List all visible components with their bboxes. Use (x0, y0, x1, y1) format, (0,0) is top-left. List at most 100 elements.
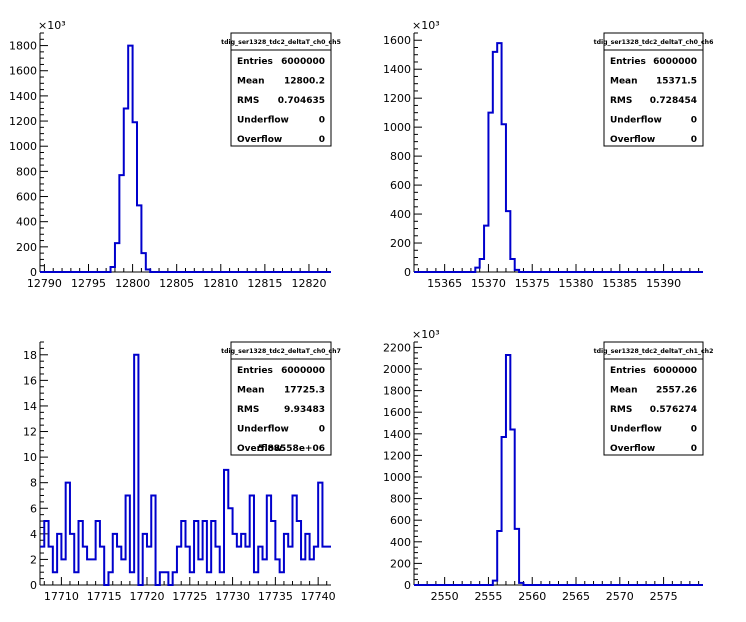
stats-label-2-4: Overflow (237, 444, 282, 454)
stats-value-1-4: 0 (691, 135, 697, 145)
stats-box-2 (230, 341, 332, 456)
x-tick-label-2-2: 17720 (129, 590, 164, 603)
stats-value-0-3: 0 (319, 116, 325, 126)
stats-label-2-2: RMS (237, 405, 259, 415)
histogram-bin-2-3 (53, 572, 57, 585)
stats-value-3-0: 6000000 (653, 366, 697, 376)
stats-value-0-4: 0 (319, 135, 325, 145)
histogram-bin-2-50 (254, 572, 258, 585)
stats-value-0-0: 6000000 (281, 57, 325, 67)
y-tick-label-2-5: 10 (23, 451, 37, 464)
histogram-bin-2-58 (288, 547, 292, 585)
y-tick-label-2-0: 0 (30, 579, 37, 592)
x-tick-label-1-3: 15380 (559, 277, 594, 290)
y-tick-label-3-0: 0 (404, 579, 411, 592)
y-tick-label-1-6: 1200 (383, 92, 411, 105)
histogram-bin-2-12 (91, 559, 95, 585)
stats-value-3-3: 0 (691, 425, 697, 435)
histogram-bin-2-8 (74, 572, 78, 585)
stats-label-1-4: Overflow (610, 135, 655, 145)
histogram-bin-2-21 (130, 572, 134, 585)
x-tick-label-0-6: 12820 (291, 277, 326, 290)
histogram-bin-2-5 (61, 559, 65, 585)
stats-value-3-2: 0.576274 (650, 405, 697, 415)
y-tick-label-3-4: 800 (390, 493, 411, 506)
x-tick-label-1-1: 15370 (471, 277, 506, 290)
stats-label-2-1: Mean (237, 386, 265, 396)
y-tick-label-0-8: 1600 (9, 65, 37, 78)
y-tick-label-3-2: 400 (390, 536, 411, 549)
stats-value-2-3: 0 (319, 425, 325, 435)
histogram-bin-2-63 (310, 559, 314, 585)
y-tick-label-3-9: 1800 (383, 385, 411, 398)
x-tick-label-1-2: 15375 (515, 277, 550, 290)
x-tick-label-0-3: 12805 (159, 277, 194, 290)
x-tick-label-3-1: 2555 (474, 590, 502, 603)
stats-label-3-4: Overflow (610, 444, 655, 454)
stats-value-2-2: 9.93483 (284, 405, 325, 415)
histogram-bin-2-46 (237, 547, 241, 585)
y-tick-label-3-6: 1200 (383, 449, 411, 462)
stats-label-3-2: RMS (610, 405, 632, 415)
y-tick-label-1-7: 1400 (383, 63, 411, 76)
stats-label-2-3: Underflow (237, 425, 289, 435)
stats-title-2: tdig_ser1328_tdc2_deltaT_ch0_ch7 (221, 348, 341, 355)
y-tick-label-3-11: 2200 (383, 341, 411, 354)
stats-label-1-3: Underflow (610, 116, 662, 126)
y-tick-label-3-5: 1000 (383, 471, 411, 484)
stats-box-0 (230, 32, 332, 147)
stats-label-0-4: Overflow (237, 135, 282, 145)
stats-label-1-0: Entries (610, 57, 646, 67)
histogram-bin-2-19 (121, 559, 125, 585)
stats-label-3-1: Mean (610, 386, 638, 396)
y-tick-label-3-1: 200 (390, 557, 411, 570)
histogram-bin-2-66 (322, 547, 326, 585)
x-tick-label-0-1: 12795 (71, 277, 106, 290)
x-tick-label-2-6: 17740 (301, 590, 336, 603)
y-tick-label-1-1: 200 (390, 237, 411, 250)
stats-value-2-1: 17725.3 (284, 386, 325, 396)
y-tick-label-3-8: 1600 (383, 406, 411, 419)
stats-label-0-2: RMS (237, 96, 259, 106)
y-tick-label-2-6: 12 (23, 426, 37, 439)
stats-label-0-3: Underflow (237, 116, 289, 126)
stats-title-1: tdig_ser1328_tdc2_deltaT_ch0_ch6 (594, 39, 714, 46)
y-tick-label-2-1: 2 (30, 553, 37, 566)
x-tick-label-3-3: 2565 (562, 590, 590, 603)
y-tick-label-0-6: 1200 (9, 115, 37, 128)
x-tick-label-1-5: 15390 (646, 277, 681, 290)
y-tick-label-1-3: 600 (390, 179, 411, 192)
y-tick-label-0-1: 200 (16, 241, 37, 254)
histogram-bin-2-48 (245, 547, 249, 585)
y-tick-label-0-7: 1400 (9, 90, 37, 103)
y-tick-label-3-7: 1400 (383, 428, 411, 441)
stats-value-0-1: 12800.2 (284, 77, 325, 87)
y-tick-label-2-4: 8 (30, 477, 37, 490)
x-tick-label-2-5: 17735 (258, 590, 293, 603)
x-tick-label-0-0: 12790 (27, 277, 62, 290)
stats-title-3: tdig_ser1328_tdc2_deltaT_ch1_ch2 (594, 348, 714, 355)
stats-value-3-1: 2557.26 (656, 386, 697, 396)
stats-label-0-1: Mean (237, 77, 265, 87)
y-tick-label-1-5: 1000 (383, 121, 411, 134)
stats-label-3-0: Entries (610, 366, 646, 376)
x-tick-label-2-1: 17715 (87, 590, 122, 603)
histogram-bin-2-67 (327, 547, 331, 585)
x-tick-label-1-4: 15385 (602, 277, 637, 290)
y-tick-label-0-9: 1800 (9, 40, 37, 53)
x-tick-label-0-5: 12815 (247, 277, 282, 290)
stats-value-1-1: 15371.5 (656, 77, 697, 87)
histogram-bin-2-35 (190, 572, 194, 585)
histogram-bin-2-11 (87, 559, 91, 585)
histogram-bin-2-56 (280, 572, 284, 585)
stats-value-2-4: 5.88558e+06 (258, 444, 325, 454)
histogram-bin-2-42 (220, 572, 224, 585)
stats-value-1-3: 0 (691, 116, 697, 126)
y-tick-label-2-2: 4 (30, 528, 37, 541)
stats-title-0: tdig_ser1328_tdc2_deltaT_ch0_ch5 (221, 39, 341, 46)
x-tick-label-1-0: 15365 (427, 277, 462, 290)
stats-value-2-0: 6000000 (281, 366, 325, 376)
y-tick-label-1-4: 800 (390, 150, 411, 163)
x-tick-label-2-3: 17725 (172, 590, 207, 603)
exponent-label-3: ×10³ (412, 328, 440, 341)
